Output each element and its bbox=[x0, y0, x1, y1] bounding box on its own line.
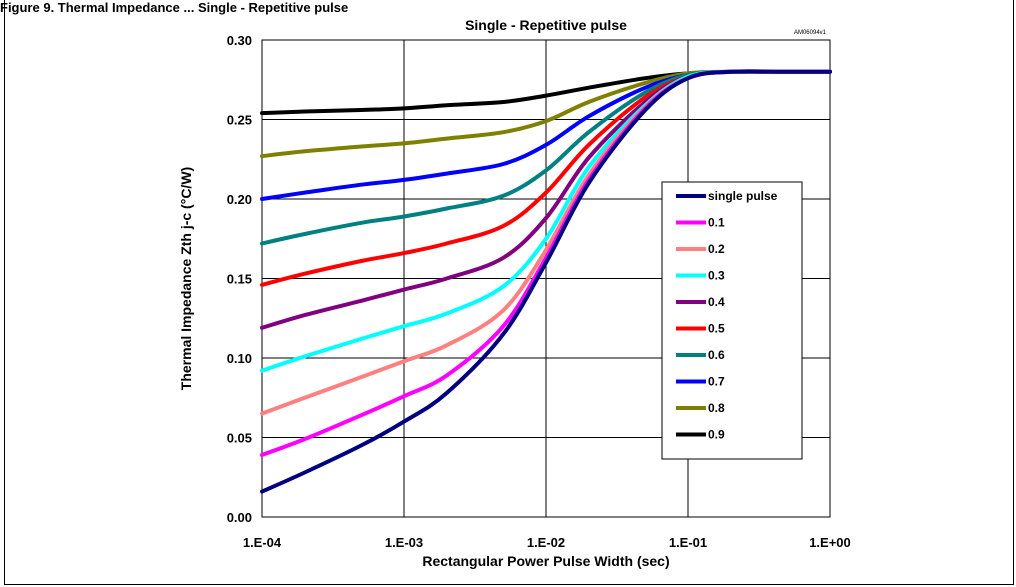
series-lines bbox=[260, 69, 832, 494]
legend-label: 0.4 bbox=[708, 295, 725, 309]
x-tick-label: 1.E+00 bbox=[809, 535, 851, 550]
figure-caption: Figure 9. Thermal Impedance ... Single -… bbox=[0, 0, 349, 15]
figure-reference-id: AM06094v1 bbox=[794, 30, 827, 36]
y-tick-label: 0.20 bbox=[227, 192, 252, 207]
figure-frame bbox=[4, 0, 1014, 585]
legend-label: 0.8 bbox=[708, 401, 725, 415]
plot-area-border bbox=[261, 39, 831, 518]
legend-label: 0.1 bbox=[708, 216, 725, 230]
legend-label: 0.9 bbox=[708, 428, 725, 442]
legend-label: 0.5 bbox=[708, 322, 725, 336]
x-tick-label: 1.E-01 bbox=[669, 535, 707, 550]
x-tick-label: 1.E-02 bbox=[527, 535, 565, 550]
legend: single pulse 0.1 0.2 0.3 0.4 0.5 0.6 0.7 0.8 0.9 bbox=[661, 181, 803, 460]
y-tick-label: 0.00 bbox=[227, 510, 252, 525]
legend-label: 0.2 bbox=[708, 242, 725, 256]
series-line bbox=[260, 69, 832, 494]
chart-title: Single - Repetitive pulse bbox=[465, 17, 627, 33]
legend-box bbox=[661, 181, 803, 460]
legend-label: 0.6 bbox=[708, 348, 725, 362]
x-axis-title: Rectangular Power Pulse Width (sec) bbox=[422, 553, 669, 569]
x-tick-label: 1.E-03 bbox=[385, 535, 423, 550]
y-tick-label: 0.10 bbox=[227, 351, 252, 366]
y-tick-label: 0.25 bbox=[227, 113, 252, 128]
y-axis-ticks: 0.00 0.05 0.10 0.15 0.20 0.25 0.30 bbox=[227, 33, 252, 525]
legend-label: single pulse bbox=[708, 189, 778, 203]
x-tick-label: 1.E-04 bbox=[243, 535, 282, 550]
y-tick-label: 0.30 bbox=[227, 33, 252, 48]
legend-label: 0.3 bbox=[708, 269, 725, 283]
x-axis-ticks: 1.E-04 1.E-03 1.E-02 1.E-01 1.E+00 bbox=[243, 535, 851, 550]
y-tick-label: 0.15 bbox=[227, 272, 252, 287]
y-tick-label: 0.05 bbox=[227, 431, 252, 446]
legend-label: 0.7 bbox=[708, 375, 725, 389]
y-axis-title: Thermal Impedance Zth j-c (°C/W) bbox=[178, 167, 194, 390]
